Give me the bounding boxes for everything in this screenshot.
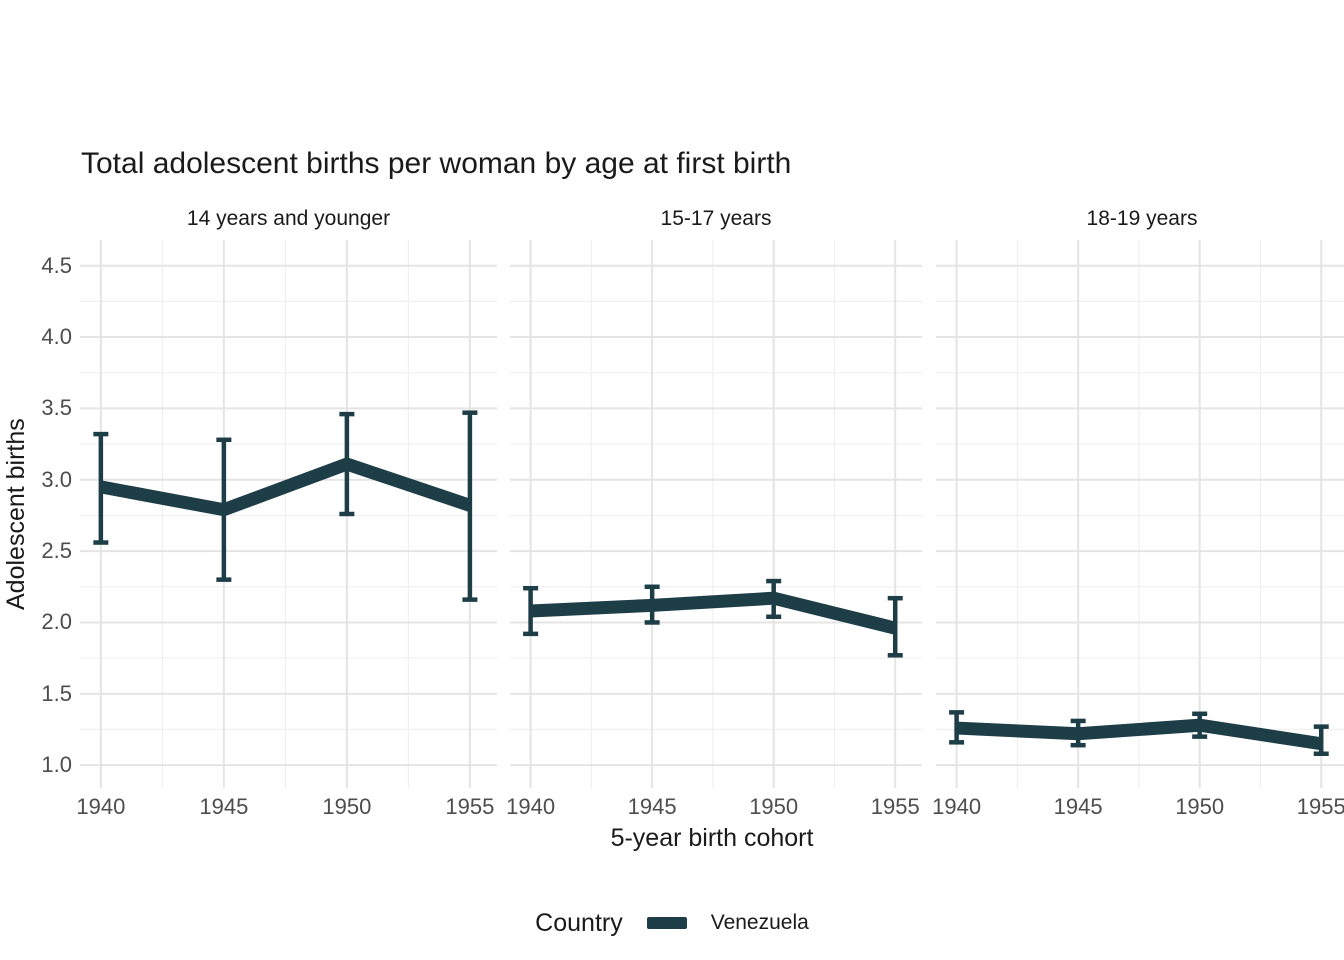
legend-title: Country bbox=[535, 908, 623, 937]
legend-color-swatch bbox=[646, 917, 687, 929]
x-axis-tick-labels: 1940 1945 1950 1955 bbox=[76, 794, 497, 824]
y-tick-label: 2.0 bbox=[41, 609, 72, 635]
facet-label: 15-17 years bbox=[660, 207, 772, 230]
y-tick-label: 1.0 bbox=[41, 752, 72, 778]
x-tick-label: 1955 bbox=[445, 794, 495, 819]
x-tick-label: 1940 bbox=[932, 794, 982, 819]
series-line-venezuela bbox=[956, 718, 1323, 751]
x-tick-label: 1940 bbox=[506, 794, 556, 819]
facet-panel bbox=[80, 240, 497, 788]
y-tick-label: 1.5 bbox=[41, 680, 72, 706]
facet-panel bbox=[936, 240, 1344, 788]
y-tick-label: 3.5 bbox=[41, 395, 72, 421]
facet-plot-area bbox=[936, 240, 1344, 788]
facet-plot-area bbox=[80, 240, 497, 788]
y-tick-label: 2.5 bbox=[41, 538, 72, 564]
x-axis-tick-labels: 1940 1945 1950 1955 bbox=[932, 794, 1344, 824]
series-line-venezuela bbox=[99, 457, 472, 517]
facet-panel bbox=[510, 240, 922, 788]
x-tick-label: 1950 bbox=[749, 794, 799, 819]
x-tick-label: 1950 bbox=[322, 794, 372, 819]
facet-label: 14 years and younger bbox=[186, 207, 391, 230]
x-tick-label: 1945 bbox=[199, 794, 249, 819]
series-line-venezuela bbox=[530, 591, 897, 635]
x-tick-label: 1945 bbox=[1053, 794, 1103, 819]
x-tick-label: 1955 bbox=[870, 794, 920, 819]
facet-label: 18-19 years bbox=[1086, 207, 1198, 230]
x-tick-label: 1945 bbox=[627, 794, 677, 819]
facet-plot-area bbox=[510, 240, 922, 788]
x-tick-label: 1940 bbox=[76, 794, 126, 819]
x-tick-label: 1950 bbox=[1175, 794, 1225, 819]
chart-title: Total adolescent births per woman by age… bbox=[81, 147, 792, 180]
x-tick-label: 1955 bbox=[1296, 794, 1344, 819]
y-tick-label: 3.0 bbox=[41, 466, 72, 492]
y-axis-tick-labels: 1.0 1.5 2.0 2.5 3.0 3.5 4.0 4.5 bbox=[0, 240, 72, 788]
legend: Country Venezuela bbox=[0, 902, 1344, 944]
y-tick-label: 4.0 bbox=[41, 324, 72, 350]
x-axis-tick-labels: 1940 1945 1950 1955 bbox=[506, 794, 922, 824]
x-axis-title: 5-year birth cohort bbox=[610, 824, 814, 852]
legend-item-label: Venezuela bbox=[710, 911, 809, 934]
y-tick-label: 4.5 bbox=[41, 252, 72, 278]
